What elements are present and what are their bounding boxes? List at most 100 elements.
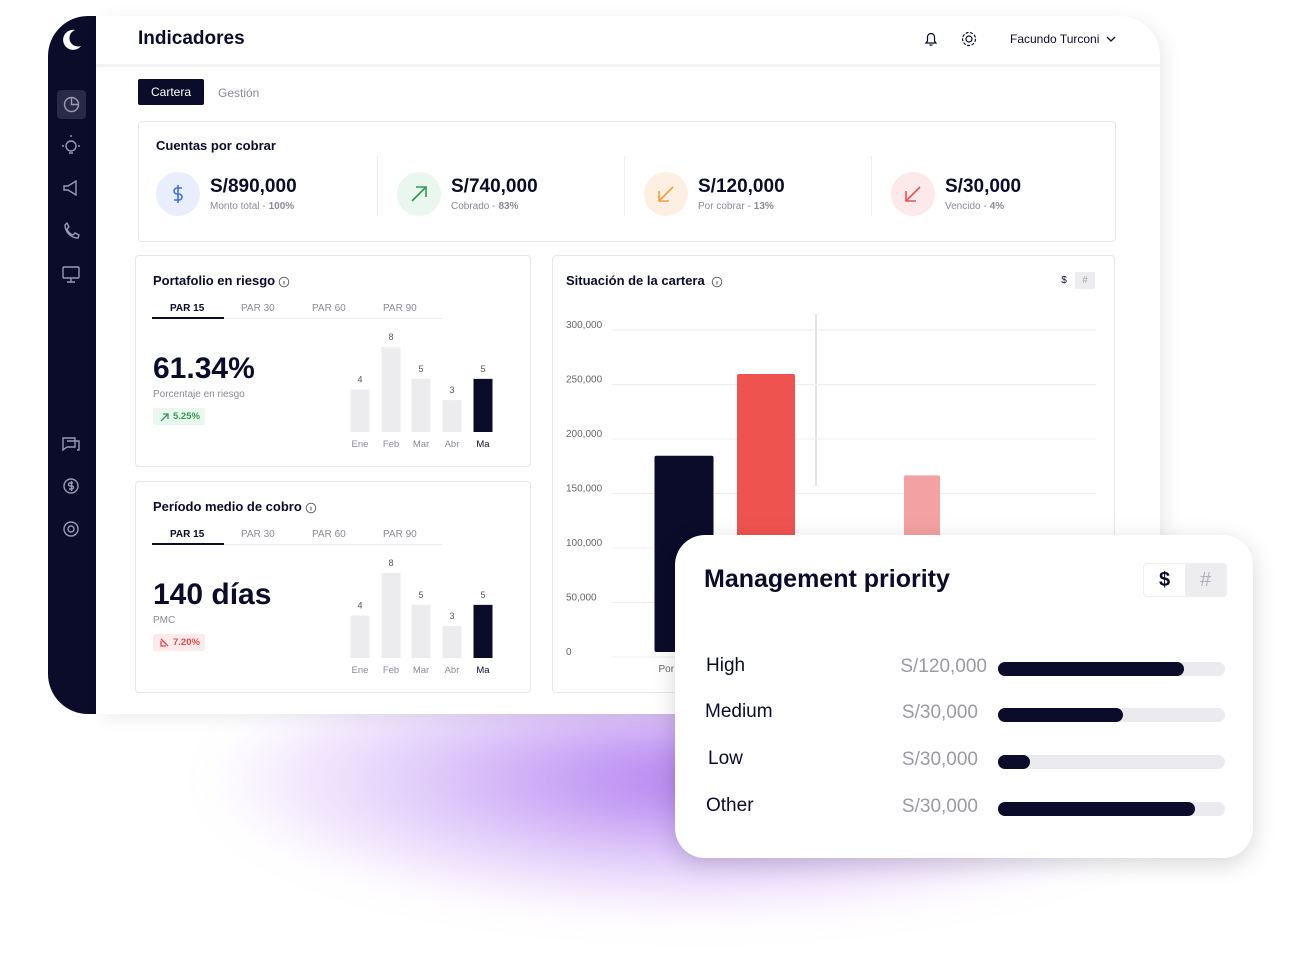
kpi-value: 140 días (153, 578, 272, 611)
kpi-caption: Porcentaje en riesgo (153, 389, 245, 400)
info-ring (278, 276, 290, 288)
caption-percent: 13% (753, 201, 774, 212)
row-label: Other (706, 795, 754, 816)
info-icon (278, 276, 290, 288)
change-badge: 7.20% (153, 634, 205, 651)
caption-percent: 4% (989, 201, 1005, 212)
sidebar-icons (57, 29, 86, 537)
change-arrow (160, 413, 169, 422)
change-badge: 5.25% (153, 408, 205, 425)
tab-active: PAR 15 (170, 529, 205, 540)
logo (63, 29, 81, 50)
amount: S/120,000 (698, 176, 785, 197)
info-icon (305, 502, 317, 514)
x-tick-label: Por (659, 664, 675, 675)
tab[interactable]: Gestión (218, 86, 260, 100)
caption-label: Por cobrar - (698, 201, 751, 212)
x-tick-label: Ene (352, 439, 369, 450)
x-tick-label: Mar (413, 439, 429, 450)
value-label: 4 (357, 601, 362, 611)
value-label: 5 (418, 364, 423, 374)
amount: S/740,000 (451, 176, 538, 197)
row-label: Medium (705, 701, 773, 722)
card-icon (891, 172, 935, 216)
nav-icons[interactable] (62, 96, 80, 537)
separator (377, 156, 378, 216)
value-label: 5 (480, 364, 485, 374)
x-tick-label: Feb (383, 665, 399, 676)
tab: PAR 30 (241, 529, 275, 540)
bar (442, 626, 462, 658)
panel (135, 255, 531, 467)
amount: S/30,000 (945, 176, 1022, 197)
x-tick-label: Feb (383, 439, 399, 450)
toggle-group: $ # (1143, 563, 1227, 597)
summary-box (138, 121, 1116, 242)
caption: Por cobrar -13% (698, 201, 774, 212)
value-label: 8 (388, 558, 393, 568)
x-tick-label: Ma (476, 665, 490, 676)
tab: PAR 60 (312, 303, 346, 314)
arrow (411, 186, 427, 202)
y-tick-label: 150,000 (566, 484, 603, 495)
toggle-active[interactable]: $ (1158, 569, 1171, 591)
tab: PAR 30 (241, 303, 275, 314)
x-tick-label: Mar (413, 665, 429, 676)
bar (381, 573, 401, 658)
chevron (1106, 36, 1116, 42)
summary-title: Cuentas por cobrar (156, 138, 276, 153)
y-tick-label: 300,000 (566, 320, 603, 331)
caption-label: Vencido - (945, 201, 987, 212)
caption-label: Cobrado - (451, 201, 496, 212)
card-title: Management priority (704, 565, 950, 593)
arrow (905, 186, 921, 202)
card-icon (156, 172, 200, 216)
page-title: Indicadores (138, 28, 245, 49)
tab-underline (152, 317, 224, 319)
row-label: Low (708, 748, 743, 769)
bar (350, 615, 370, 658)
tab: PAR 90 (383, 529, 417, 540)
caption-percent: 83% (498, 201, 519, 212)
panel-title: Portafolio en riesgo (153, 273, 276, 288)
arrow (658, 186, 674, 202)
caption: Vencido -4% (945, 201, 1004, 212)
bell-icon[interactable] (924, 32, 938, 46)
y-tick-label: 200,000 (566, 429, 603, 440)
toggle[interactable]: # (1075, 272, 1095, 289)
bar (411, 604, 431, 658)
priority-card: Management priority $ # High S/120,000 Med… (675, 535, 1253, 858)
info-ring (305, 502, 317, 514)
x-tick-label: Abr (445, 665, 460, 676)
bar (381, 347, 401, 432)
progress-bar (998, 708, 1123, 722)
x-tick-label: Ene (352, 665, 369, 676)
tab-active[interactable]: Cartera (138, 79, 204, 105)
y-tick-label: 250,000 (566, 375, 603, 386)
x-tick-label: Ma (476, 439, 490, 450)
value-label: 3 (449, 611, 454, 621)
kpi-caption: PMC (153, 615, 176, 626)
info-icon (711, 276, 723, 288)
caption-percent: 100% (268, 201, 295, 212)
card-icon (644, 172, 688, 216)
card-icon (397, 172, 441, 216)
tab-active: PAR 15 (170, 303, 205, 314)
change-arrow (160, 638, 169, 647)
header-divider (96, 64, 1160, 67)
toggle-active[interactable]: $ (1054, 272, 1074, 289)
row-amount: S/30,000 (901, 749, 978, 770)
toggle[interactable]: # (1185, 564, 1226, 596)
bar (442, 400, 462, 432)
settings-icon[interactable] (965, 35, 973, 43)
user-menu[interactable]: Facundo Turconi (1010, 32, 1100, 46)
progress-bar (998, 802, 1196, 816)
row-amount: S/120,000 (900, 656, 987, 677)
caption: Monto total -100% (210, 201, 294, 212)
amount: S/890,000 (210, 176, 297, 197)
value-label: 8 (388, 332, 393, 342)
tab: PAR 60 (312, 529, 346, 540)
separator (871, 156, 872, 216)
panel-title: Situación de la cartera (566, 273, 705, 288)
